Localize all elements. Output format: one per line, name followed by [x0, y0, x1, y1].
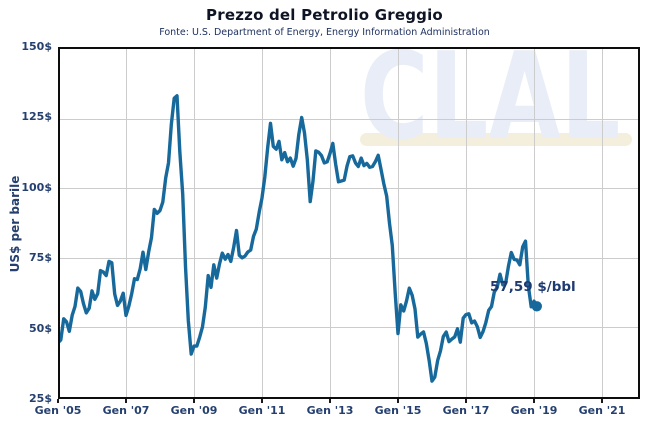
- x-tick-label-2019: Gen '19: [510, 404, 558, 417]
- price-line-series: [60, 94, 539, 383]
- v-gridline-2013: [330, 49, 331, 397]
- x-tick-label-2013: Gen '13: [306, 404, 354, 417]
- h-gridline-75: [60, 257, 638, 259]
- x-tick-mark-2013: [329, 399, 331, 403]
- x-tick-mark-2017: [465, 399, 467, 403]
- y-tick-label-100: 100$: [21, 180, 52, 194]
- v-gridline-2019: [534, 49, 535, 397]
- x-tick-label-2021: Gen '21: [578, 404, 626, 417]
- x-tick-mark-2007: [125, 399, 127, 403]
- y-tick-label-150: 150$: [21, 40, 52, 53]
- x-tick-label-2017: Gen '17: [442, 404, 490, 417]
- h-gridline-100: [60, 188, 638, 190]
- v-gridline-2021: [602, 49, 603, 397]
- y-tick-label-25: 25$: [29, 392, 52, 405]
- x-tick-mark-2005: [57, 399, 59, 403]
- x-tick-label-2007: Gen '07: [102, 404, 150, 417]
- x-tick-label-2015: Gen '15: [374, 404, 422, 417]
- v-gridline-2017: [466, 49, 467, 397]
- v-gridline-2007: [126, 49, 127, 397]
- chart-subtitle: Fonte: U.S. Department of Energy, Energy…: [159, 27, 490, 38]
- x-tick-mark-2011: [261, 399, 263, 403]
- y-tick-label-75: 75$: [29, 251, 52, 265]
- x-tick-label-2011: Gen '11: [238, 404, 286, 417]
- y-tick-label-125: 125$: [21, 110, 52, 124]
- h-gridline-125: [60, 118, 638, 120]
- plot-area: CLAL: [58, 47, 640, 399]
- v-gridline-2009: [194, 49, 195, 397]
- x-tick-mark-2009: [193, 399, 195, 403]
- clal-watermark: CLAL: [360, 47, 621, 167]
- chart-title: Prezzo del Petrolio Greggio: [206, 6, 443, 24]
- h-gridline-50: [60, 327, 638, 329]
- x-tick-mark-2021: [601, 399, 603, 403]
- x-tick-label-2005: Gen '05: [34, 404, 82, 417]
- x-tick-mark-2019: [533, 399, 535, 403]
- v-gridline-2015: [398, 49, 399, 397]
- last-value-marker: [531, 301, 542, 312]
- v-gridline-2011: [262, 49, 263, 397]
- price-line-svg: [60, 94, 542, 383]
- y-tick-label-50: 50$: [29, 321, 52, 335]
- x-tick-mark-2015: [397, 399, 399, 403]
- x-tick-label-2009: Gen '09: [170, 404, 218, 417]
- y-axis-title: US$ per barile: [8, 175, 22, 273]
- last-value-label: 57,59 $/bbl: [490, 279, 576, 295]
- watermark-underline-bar: [360, 133, 632, 146]
